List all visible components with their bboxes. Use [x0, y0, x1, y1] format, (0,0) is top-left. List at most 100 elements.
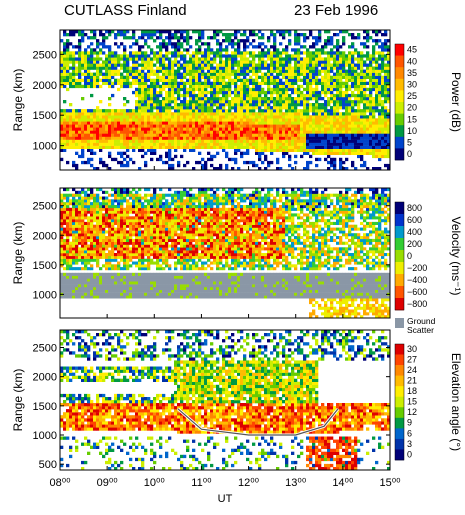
heatmap-cell — [87, 127, 91, 131]
heatmap-cell — [117, 115, 121, 119]
heatmap-cell — [141, 258, 145, 262]
heatmap-cell — [249, 30, 253, 34]
heatmap-cell — [318, 78, 322, 82]
heatmap-cell — [63, 130, 67, 134]
heatmap-cell — [369, 145, 373, 149]
heatmap-cell — [150, 247, 154, 251]
heatmap-cell — [324, 84, 328, 89]
heatmap-cell — [75, 258, 79, 262]
heatmap-cell — [114, 72, 118, 76]
heatmap-cell — [303, 36, 307, 40]
heatmap-cell — [105, 281, 109, 285]
heatmap-cell — [342, 30, 346, 34]
heatmap-cell — [183, 57, 187, 61]
heatmap-cell — [90, 163, 94, 168]
heatmap-cell — [135, 230, 139, 234]
heatmap-cell — [351, 130, 355, 134]
heatmap-cell — [63, 115, 67, 119]
heatmap-cell — [66, 289, 70, 293]
heatmap-cell — [267, 51, 271, 55]
heatmap-cell — [72, 241, 76, 245]
heatmap-cell — [246, 109, 250, 113]
heatmap-cell — [258, 136, 262, 140]
heatmap-cell — [270, 97, 274, 101]
heatmap-cell — [333, 97, 337, 101]
heatmap-cell — [336, 57, 340, 61]
heatmap-cell — [267, 97, 271, 101]
heatmap-cell — [228, 127, 232, 131]
heatmap-cell — [138, 127, 142, 131]
heatmap-cell — [324, 72, 328, 76]
heatmap-cell — [291, 118, 295, 122]
heatmap-cell — [363, 136, 367, 140]
heatmap-cell — [75, 247, 79, 251]
heatmap-cell — [111, 51, 115, 55]
heatmap-cell — [69, 275, 73, 279]
heatmap-cell — [126, 244, 130, 248]
heatmap-cell — [69, 127, 73, 131]
heatmap-cell — [213, 118, 217, 122]
heatmap-cell — [156, 100, 160, 104]
heatmap-cell — [147, 75, 151, 79]
heatmap-cell — [135, 207, 139, 211]
heatmap-cell — [231, 81, 235, 85]
heatmap-cell — [138, 130, 142, 134]
heatmap-cell — [294, 63, 298, 67]
heatmap-cell — [102, 213, 106, 217]
heatmap-cell — [138, 205, 142, 209]
heatmap-cell — [120, 42, 124, 46]
heatmap-cell — [117, 63, 121, 67]
heatmap-cell — [216, 118, 220, 122]
heatmap-cell — [99, 112, 103, 116]
heatmap-cell — [177, 115, 181, 119]
heatmap-cell — [144, 230, 148, 234]
heatmap-cell — [360, 84, 364, 89]
heatmap-cell — [384, 145, 388, 149]
heatmap-cell — [207, 145, 211, 149]
heatmap-cell — [306, 118, 310, 122]
heatmap-cell — [147, 54, 151, 58]
heatmap-cell — [174, 103, 178, 107]
heatmap-cell — [120, 267, 124, 271]
heatmap-cell — [90, 42, 94, 46]
heatmap-cell — [258, 115, 262, 119]
heatmap-cell — [180, 66, 184, 70]
heatmap-cell — [195, 63, 199, 67]
heatmap-cell — [120, 202, 124, 206]
heatmap-cell — [126, 250, 130, 254]
heatmap-cell — [231, 106, 235, 110]
heatmap-cell — [372, 75, 376, 79]
heatmap-cell — [261, 133, 265, 137]
heatmap-cell — [90, 275, 94, 279]
heatmap-cell — [66, 75, 70, 79]
heatmap-cell — [324, 157, 328, 162]
heatmap-cell — [159, 109, 163, 113]
heatmap-cell — [168, 72, 172, 76]
heatmap-cell — [141, 253, 145, 257]
heatmap-cell — [315, 66, 319, 70]
heatmap-cell — [375, 90, 379, 95]
heatmap-cell — [180, 139, 184, 143]
heatmap-cell — [372, 66, 376, 70]
heatmap-cell — [276, 63, 280, 67]
heatmap-cell — [228, 112, 232, 116]
heatmap-cell — [87, 57, 91, 61]
heatmap-cell — [327, 42, 331, 46]
heatmap-cell — [363, 81, 367, 85]
heatmap-cell — [246, 36, 250, 40]
heatmap-cell — [225, 36, 229, 40]
heatmap-cell — [162, 57, 166, 61]
heatmap-cell — [114, 115, 118, 119]
heatmap-cell — [147, 292, 151, 296]
heatmap-cell — [207, 127, 211, 131]
heatmap-cell — [201, 130, 205, 134]
heatmap-cell — [144, 284, 148, 288]
heatmap-cell — [264, 142, 268, 146]
heatmap-cell — [90, 247, 94, 251]
heatmap-cell — [324, 69, 328, 73]
heatmap-cell — [207, 69, 211, 73]
heatmap-cell — [156, 139, 160, 143]
heatmap-cell — [81, 142, 85, 146]
heatmap-cell — [267, 106, 271, 110]
heatmap-cell — [219, 133, 223, 137]
